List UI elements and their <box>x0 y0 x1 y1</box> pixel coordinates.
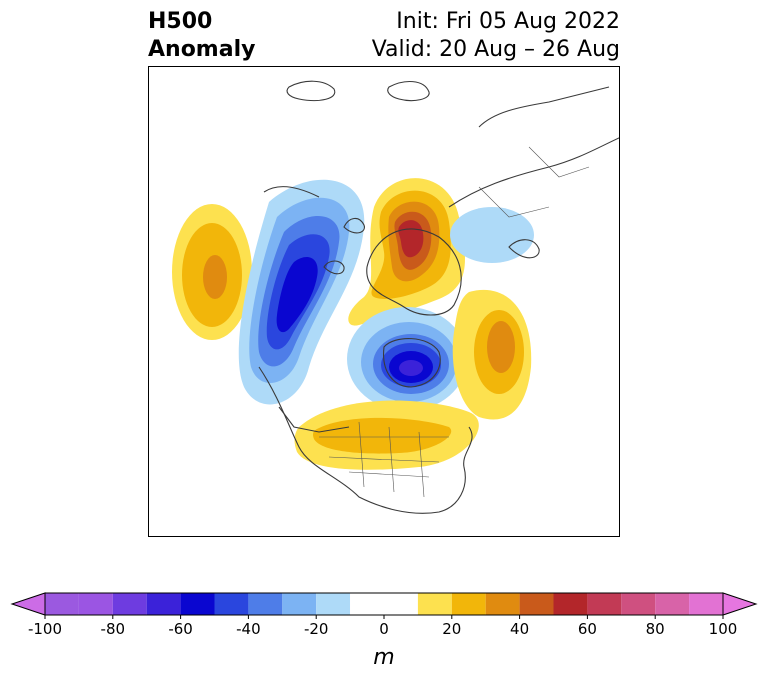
init-date: Init: Fri 05 Aug 2022 <box>396 9 620 34</box>
colorbar-bin <box>553 593 588 615</box>
colorbar-bin <box>78 593 113 615</box>
colorbar-bin <box>146 593 181 615</box>
bering-ridge <box>172 204 252 340</box>
colorbar-bin <box>417 593 452 615</box>
colorbar-tick-label: -20 <box>304 620 329 638</box>
atlantic-ridge <box>452 289 532 420</box>
title-field-type: Anomaly <box>148 37 256 62</box>
colorbar-bin <box>451 593 486 615</box>
western-canada-trough <box>238 179 365 405</box>
colorbar-bin <box>350 593 418 615</box>
colorbar-tick-label: -60 <box>168 620 193 638</box>
hudson-bay-trough <box>347 307 467 411</box>
colorbar-unit-label: m <box>373 645 395 670</box>
colorbar-tick-label: 80 <box>646 620 665 638</box>
colorbar-bin <box>519 593 554 615</box>
colorbar-tick-label: 0 <box>379 620 389 638</box>
arctic-ridge <box>348 178 465 326</box>
borders <box>319 146 590 498</box>
colorbar-tick-label: 100 <box>709 620 738 638</box>
colorbar-tick-label: -100 <box>28 620 62 638</box>
colorbar-bin <box>214 593 249 615</box>
colorbar-bin <box>282 593 317 615</box>
map-title-right: Init: Fri 05 Aug 2022 Valid: 20 Aug – 26… <box>372 8 620 64</box>
valid-range: Valid: 20 Aug – 26 Aug <box>371 37 620 62</box>
map-title-left: H500 Anomaly <box>148 8 255 64</box>
colorbar-tick-label: -40 <box>236 620 261 638</box>
colorbar-extend-high <box>722 592 758 616</box>
polar-stereographic-map <box>148 66 620 537</box>
colorbar-tick-label: 20 <box>442 620 461 638</box>
colorbar-bin <box>485 593 520 615</box>
colorbar-tick-label: -80 <box>101 620 126 638</box>
colorbar-extend-low <box>10 592 46 616</box>
colorbar-tick-label: 60 <box>578 620 597 638</box>
colorbar-bin <box>316 593 351 615</box>
colorbar: -100 -80 -60 -40 -20 0 20 40 60 80 100 <box>10 592 758 638</box>
colorbar-tick-label: 40 <box>510 620 529 638</box>
anomaly-map-svg <box>172 80 619 514</box>
title-variable: H500 <box>148 9 213 34</box>
anomaly-contours <box>172 178 534 470</box>
colorbar-bin <box>248 593 283 615</box>
colorbar-bin <box>45 593 79 615</box>
siberia-weak-trough <box>450 207 534 263</box>
colorbar-bin <box>621 593 656 615</box>
colorbar-bin <box>112 593 147 615</box>
colorbar-bin <box>655 593 690 615</box>
colorbar-bin <box>587 593 622 615</box>
colorbar-bin <box>180 593 215 615</box>
colorbar-bin <box>689 593 723 615</box>
